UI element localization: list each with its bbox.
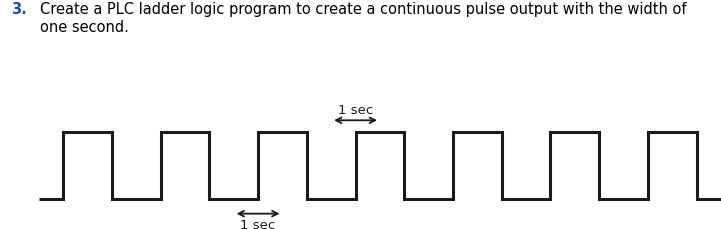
- Text: Create a PLC ladder logic program to create a continuous pulse output with the w: Create a PLC ladder logic program to cre…: [40, 2, 686, 35]
- Text: 1 sec: 1 sec: [338, 103, 373, 116]
- Text: 3.: 3.: [11, 2, 27, 17]
- Text: 1 sec: 1 sec: [240, 218, 275, 229]
